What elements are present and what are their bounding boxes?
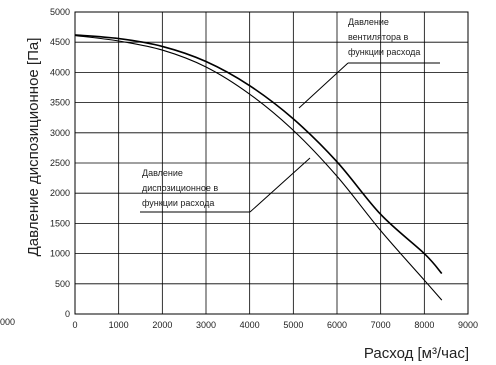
- y-tick-label: 500: [55, 279, 70, 289]
- y-tick-labels: 0 500 1000 1500 2000 2500 3000 3500 4000 4500 5000: [50, 7, 70, 319]
- x-tick-label: 3000: [196, 320, 216, 330]
- x-tick-label: 9000: [458, 320, 478, 330]
- annotation-fan-line-3: функции расхода: [348, 47, 420, 57]
- annotation-fan-line-2: вентилятора в: [348, 32, 408, 42]
- series-line-disp-pressure: [74, 35, 443, 301]
- y-tick-label: 3000: [50, 128, 70, 138]
- annotation-fan-line-1: Давление: [348, 17, 389, 27]
- y-tick-label: 2000: [50, 188, 70, 198]
- plot-frame: [74, 11, 469, 315]
- y-tick-label: 0: [65, 309, 70, 319]
- x-tick-label: 2000: [152, 320, 172, 330]
- annotation-disp-line-2: диспозиционное в: [142, 183, 218, 193]
- x-tick-labels: 0 1000 2000 3000 4000 5000 6000 7000 8000 9000: [72, 320, 478, 330]
- annotation-disp-line-1: Давление: [142, 168, 183, 178]
- x-tick-label: 4000: [240, 320, 260, 330]
- x-tick-label: 7000: [371, 320, 391, 330]
- y-tick-label: 3500: [50, 98, 70, 108]
- annotation-disp-line-3: функции расхода: [142, 198, 214, 208]
- series-line-fan-pressure: [74, 34, 443, 275]
- annotation-disp-leader: [249, 157, 311, 213]
- y-tick-label: 5000: [50, 7, 70, 17]
- annotation-fan-pressure: Давление вентилятора в функции расхода: [298, 17, 440, 109]
- y-tick-label: 1000: [50, 249, 70, 259]
- x-tick-label: 8000: [414, 320, 434, 330]
- y-tick-label: 4500: [50, 37, 70, 47]
- grid: [74, 11, 469, 315]
- y-tick-label: 2500: [50, 158, 70, 168]
- x-tick-label: 5000: [283, 320, 303, 330]
- x-axis-title: Расход [м³/час]: [364, 345, 469, 362]
- series-group: [74, 34, 443, 301]
- y-axis-title: Давление диспозиционное [Па]: [25, 38, 42, 257]
- y-tick-label: 1500: [50, 218, 70, 228]
- annotation-disp-pressure: Давление диспозиционное в функции расход…: [140, 157, 311, 213]
- y-tick-label: 4000: [50, 67, 70, 77]
- x-tick-label: 6000: [327, 320, 347, 330]
- x-tick-label: 0: [72, 320, 77, 330]
- annotation-fan-leader: [298, 62, 349, 109]
- x-tick-label: 1000: [109, 320, 129, 330]
- left-edge-tick-label: 000: [0, 317, 15, 327]
